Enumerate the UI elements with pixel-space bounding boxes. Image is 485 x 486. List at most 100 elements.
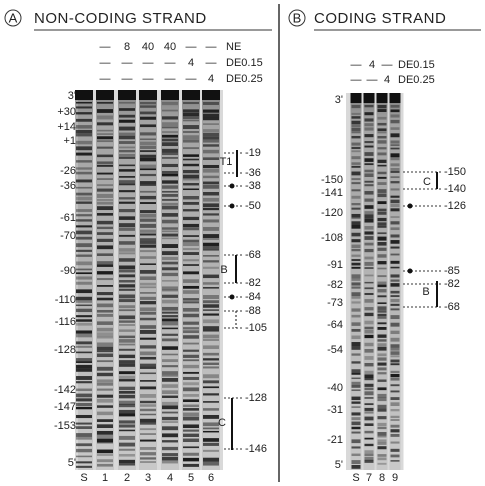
- gel-band: [76, 192, 92, 196]
- gel-band: [140, 195, 156, 200]
- gel-band: [162, 401, 178, 406]
- gel-band: [203, 430, 219, 433]
- gel-band: [97, 350, 113, 353]
- gel-band: [351, 384, 361, 388]
- right-marker: -126: [444, 200, 466, 212]
- gel-lane: [161, 90, 179, 470]
- gel-band: [377, 122, 387, 126]
- gel-band: [97, 129, 113, 132]
- gel-band: [390, 460, 400, 462]
- gel-band: [162, 433, 178, 438]
- gel-band: [97, 346, 113, 351]
- gel-band: [364, 141, 374, 144]
- gel-band: [140, 286, 156, 289]
- gel-band: [351, 131, 361, 134]
- site-dot: [229, 294, 235, 300]
- gel-band: [390, 216, 400, 218]
- gel-band: [364, 287, 374, 290]
- gel-band: [203, 386, 219, 389]
- gel-band: [140, 296, 156, 300]
- gel-band: [76, 422, 92, 425]
- gel-band: [364, 267, 374, 269]
- left-marker: -90: [60, 265, 76, 277]
- gel-band: [119, 132, 135, 137]
- gel-band: [76, 219, 92, 222]
- gel-band: [97, 178, 113, 180]
- gel-band: [390, 419, 400, 421]
- gel-band: [183, 364, 199, 369]
- gel-band: [183, 196, 199, 200]
- gel-band: [119, 324, 135, 326]
- gel-band: [377, 222, 387, 226]
- gel-band: [377, 372, 387, 375]
- lane-label: 3: [145, 472, 151, 484]
- gel-band: [390, 295, 400, 298]
- gel-band: [119, 400, 135, 405]
- gel-band: [203, 132, 219, 137]
- gel-band: [76, 308, 92, 313]
- gel-band: [351, 224, 361, 229]
- gel-band: [162, 374, 178, 377]
- gel-band: [140, 164, 156, 169]
- gel-band: [377, 408, 387, 412]
- gel-band: [76, 171, 92, 175]
- gel-band: [183, 349, 199, 352]
- gel-band: [183, 163, 199, 167]
- panel-letter: B: [293, 10, 302, 25]
- gel-band: [162, 280, 178, 282]
- right-marker: -105: [245, 322, 267, 334]
- gel-band: [76, 364, 92, 369]
- gel-band: [119, 386, 135, 390]
- gel-band: [377, 310, 387, 313]
- gel-band: [390, 147, 400, 150]
- gel-band: [203, 113, 219, 118]
- gel-band: [364, 377, 374, 381]
- gel-band: [364, 320, 374, 325]
- gel-band: [390, 441, 400, 444]
- gel-band: [183, 399, 199, 403]
- gel-band: [183, 387, 199, 392]
- treatment-value: —: [206, 41, 217, 53]
- right-marker: -146: [245, 443, 267, 455]
- gel-band: [162, 237, 178, 240]
- gel-band: [351, 244, 361, 249]
- gel-band: [390, 144, 400, 147]
- gel-band: [97, 292, 113, 296]
- lane-label: 4: [167, 472, 173, 484]
- gel-band: [76, 443, 92, 447]
- gel-band: [390, 167, 400, 172]
- gel-band: [203, 213, 219, 216]
- gel-band: [364, 211, 374, 215]
- gel-band: [351, 213, 361, 218]
- left-marker: -153: [54, 420, 76, 432]
- gel-band: [140, 244, 156, 248]
- gel-band: [203, 129, 219, 133]
- gel-band: [203, 313, 219, 316]
- gel-band: [119, 176, 135, 178]
- gel-band: [119, 146, 135, 149]
- gel-band: [203, 237, 219, 241]
- right-marker: -85: [444, 265, 460, 277]
- region-label: B: [422, 286, 429, 298]
- gel-well: [182, 90, 200, 100]
- left-marker: -73: [327, 297, 343, 309]
- gel-band: [119, 141, 135, 144]
- gel-band: [377, 327, 387, 330]
- gel-band: [351, 426, 361, 430]
- gel-band: [183, 271, 199, 275]
- treatment-label: NE: [226, 41, 241, 53]
- gel-band: [351, 254, 361, 257]
- gel-band: [203, 358, 219, 361]
- gel-band: [377, 164, 387, 167]
- gel-band: [203, 203, 219, 208]
- gel-band: [119, 234, 135, 237]
- region-label: C: [423, 176, 431, 188]
- gel-band: [183, 376, 199, 380]
- gel-band: [140, 210, 156, 214]
- gel-band: [97, 213, 113, 216]
- gel-band: [76, 254, 92, 257]
- gel-band: [364, 312, 374, 317]
- gel-band: [162, 194, 178, 197]
- left-marker: -64: [327, 319, 343, 331]
- gel-band: [364, 191, 374, 195]
